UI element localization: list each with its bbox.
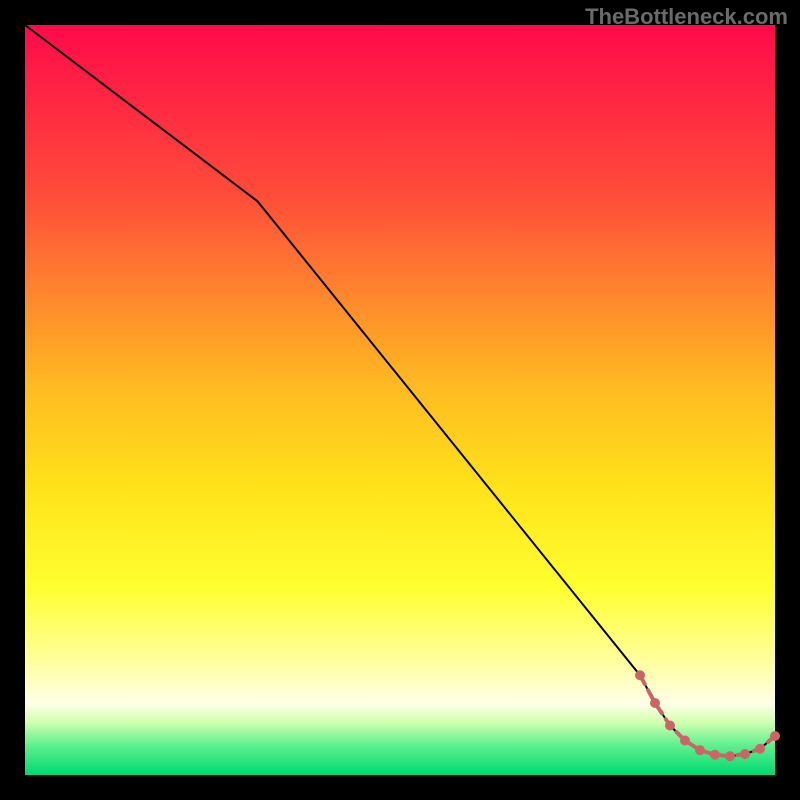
attribution-text: TheBottleneck.com xyxy=(585,4,788,30)
data-point xyxy=(696,746,705,755)
data-point xyxy=(651,699,660,708)
data-point xyxy=(711,750,720,759)
data-point xyxy=(741,750,750,759)
data-point xyxy=(771,732,780,741)
data-point xyxy=(666,721,675,730)
data-point xyxy=(756,744,765,753)
data-point xyxy=(681,736,690,745)
data-point xyxy=(726,752,735,761)
gradient-plot-area xyxy=(25,25,775,775)
data-point xyxy=(636,671,645,680)
bottleneck-chart xyxy=(0,0,800,800)
chart-container: TheBottleneck.com xyxy=(0,0,800,800)
